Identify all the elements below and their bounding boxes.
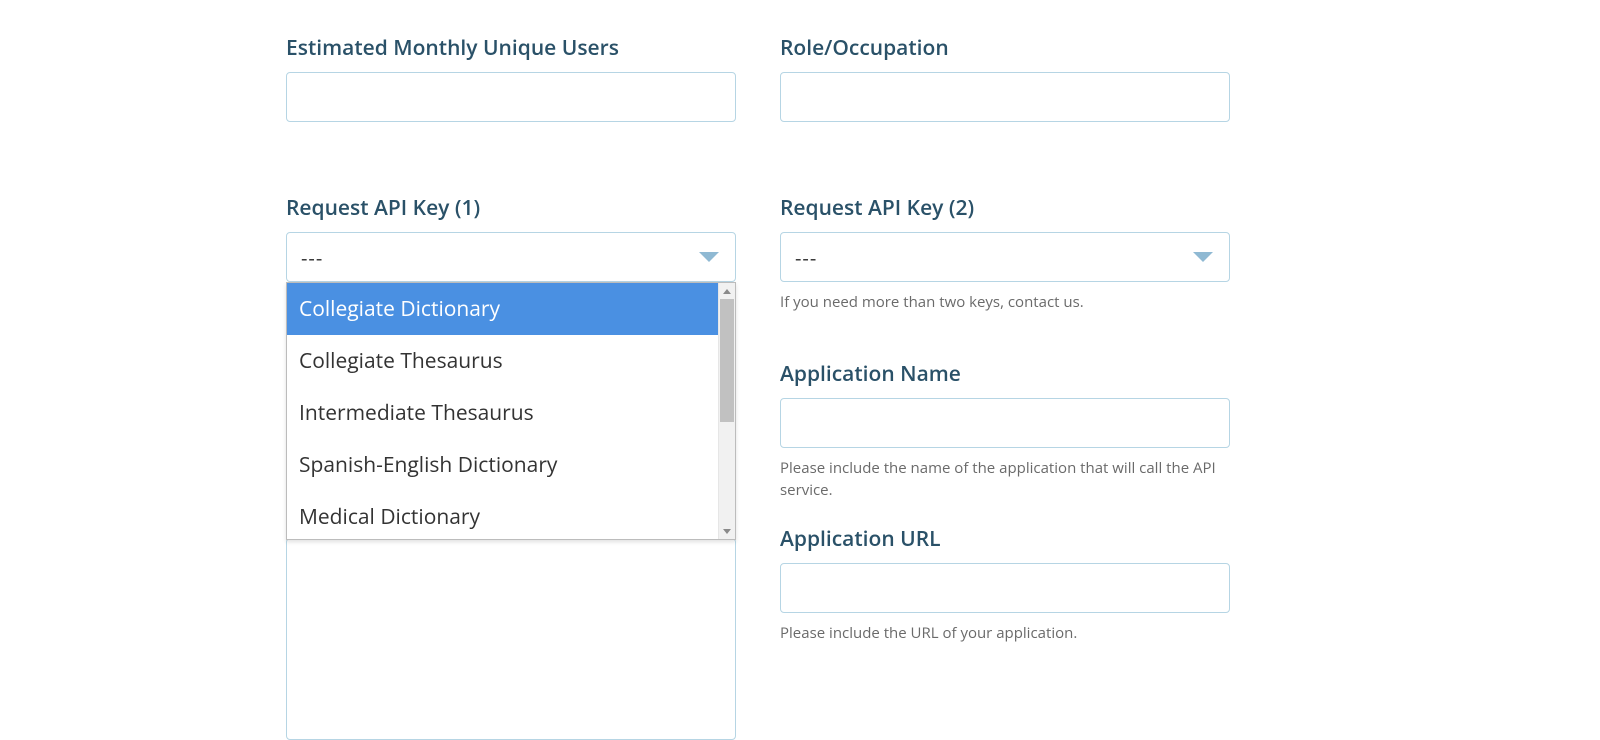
api-key-1-selected-value: --- (301, 244, 323, 271)
application-url-input[interactable] (780, 563, 1230, 613)
chevron-down-icon (699, 252, 719, 262)
helper-text: . (1080, 292, 1084, 312)
scroll-thumb[interactable] (720, 299, 734, 422)
application-url-field: Application URL Please include the URL o… (780, 525, 1230, 645)
dropdown-option[interactable]: Collegiate Thesaurus (287, 335, 718, 387)
spacer (780, 314, 1230, 360)
api-key-1-field: Request API Key (1) --- Collegiate Dicti… (286, 194, 736, 282)
api-key-1-dropdown: Collegiate Dictionary Collegiate Thesaur… (286, 282, 736, 540)
helper-text: If you need more than two keys, (780, 292, 1008, 312)
scroll-up-icon[interactable] (719, 283, 735, 299)
api-key-2-select[interactable]: --- (780, 232, 1230, 282)
dropdown-option[interactable]: Collegiate Dictionary (287, 283, 718, 335)
api-key-1-options-list: Collegiate Dictionary Collegiate Thesaur… (287, 283, 718, 539)
estimated-users-input[interactable] (286, 72, 736, 122)
dropdown-option[interactable]: Intermediate Thesaurus (287, 387, 718, 439)
spacer (780, 122, 1230, 194)
api-key-1-select[interactable]: --- (286, 232, 736, 282)
application-name-label: Application Name (780, 360, 1230, 388)
api-key-2-selected-value: --- (795, 244, 817, 271)
api-registration-form: Estimated Monthly Unique Users Request A… (286, 34, 1230, 740)
dropdown-option[interactable]: Spanish-English Dictionary (287, 439, 718, 491)
right-column: Role/Occupation Request API Key (2) --- … (780, 34, 1230, 740)
spacer (286, 122, 736, 194)
dropdown-scrollbar[interactable] (718, 283, 735, 539)
dropdown-option[interactable]: Medical Dictionary (287, 491, 718, 539)
application-url-label: Application URL (780, 525, 1230, 553)
contact-us-link[interactable]: contact us (1008, 292, 1080, 312)
application-name-field: Application Name Please include the name… (780, 360, 1230, 502)
api-key-2-field: Request API Key (2) --- If you need more… (780, 194, 1230, 314)
scroll-down-icon[interactable] (719, 523, 735, 539)
api-key-1-label: Request API Key (1) (286, 194, 736, 222)
application-name-helper: Please include the name of the applicati… (780, 458, 1230, 502)
estimated-users-label: Estimated Monthly Unique Users (286, 34, 736, 62)
api-key-2-helper: If you need more than two keys, contact … (780, 292, 1230, 314)
application-url-helper: Please include the URL of your applicati… (780, 623, 1230, 645)
application-name-input[interactable] (780, 398, 1230, 448)
chevron-down-icon (1193, 252, 1213, 262)
spacer (780, 501, 1230, 525)
details-textarea[interactable] (286, 538, 736, 740)
role-field: Role/Occupation (780, 34, 1230, 122)
api-key-1-select-wrap: --- Collegiate Dictionary Collegiate The… (286, 232, 736, 282)
scroll-track[interactable] (719, 299, 735, 523)
api-key-2-label: Request API Key (2) (780, 194, 1230, 222)
left-column: Estimated Monthly Unique Users Request A… (286, 34, 736, 740)
estimated-users-field: Estimated Monthly Unique Users (286, 34, 736, 122)
role-input[interactable] (780, 72, 1230, 122)
role-label: Role/Occupation (780, 34, 1230, 62)
